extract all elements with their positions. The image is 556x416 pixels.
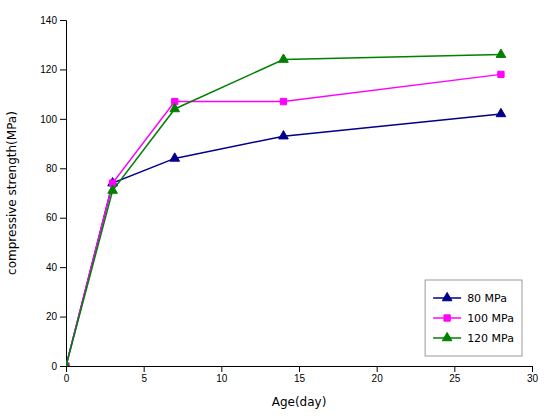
y-axis-tick-label: 80 (46, 163, 58, 174)
legend-item: 120 MPa (433, 332, 514, 345)
y-axis-tick: 120 (40, 64, 66, 75)
y-axis: 0 20 40 60 80 100 120 140 (40, 15, 66, 372)
x-axis-tick-mark (532, 366, 533, 372)
y-axis-tick-mark (60, 20, 66, 21)
legend-label: 80 MPa (467, 292, 507, 305)
x-axis-tick: 5 (141, 366, 147, 384)
x-axis-tick-mark (221, 366, 222, 372)
y-axis-tick-label: 40 (46, 262, 58, 273)
point-marker (66, 360, 71, 366)
x-axis-tick: 20 (372, 366, 384, 384)
y-axis-tick-mark (60, 69, 66, 70)
x-axis-tick: 30 (527, 366, 539, 384)
y-axis-tick-label: 20 (46, 311, 58, 322)
legend-item: 100 MPa (433, 312, 514, 325)
y-axis-tick-label: 120 (40, 64, 57, 75)
point-marker (496, 49, 506, 57)
y-axis-tick: 100 (40, 114, 66, 125)
x-axis-tick: 0 (64, 366, 70, 384)
legend-label: 120 MPa (467, 332, 514, 345)
y-axis-tick-mark (60, 119, 66, 120)
x-axis-tick: 25 (449, 366, 461, 384)
y-axis-tick: 80 (46, 163, 66, 174)
y-axis-line (60, 21, 67, 367)
legend: 80 MPa 100 MPa 120 MPa (425, 280, 522, 356)
y-axis-tick-mark (60, 168, 66, 169)
legend-label: 100 MPa (467, 312, 514, 325)
y-axis-tick-label: 60 (46, 212, 58, 223)
x-axis-tick-label: 15 (294, 373, 306, 384)
x-axis-tick-mark (144, 366, 145, 372)
y-axis-tick: 140 (40, 15, 66, 26)
y-axis-tick: 0 (51, 361, 66, 372)
x-axis-tick-label: 10 (216, 373, 228, 384)
x-axis-tick-label: 25 (449, 373, 461, 384)
y-axis-tick: 60 (46, 212, 66, 223)
x-axis-tick-mark (454, 366, 455, 372)
chart: 0 5 10 15 20 25 30 0 20 40 60 80 100 120 140 80 MPa 100 … (0, 0, 556, 416)
data-marks (66, 49, 506, 366)
y-axis-tick-label: 140 (40, 15, 57, 26)
y-axis-tick-mark (60, 317, 66, 318)
point-marker (66, 360, 71, 366)
x-axis-tick-label: 20 (372, 373, 384, 384)
y-axis-tick-mark (60, 366, 66, 367)
y-axis-tick: 40 (46, 262, 66, 273)
x-axis-tick-label: 30 (527, 373, 539, 384)
x-axis-tick-label: 5 (141, 373, 147, 384)
legend-marker (442, 292, 452, 300)
legend-item: 80 MPa (433, 292, 507, 305)
y-axis-tick-label: 100 (40, 114, 57, 125)
x-axis-tick-mark (377, 366, 378, 372)
x-axis-tick-label: 0 (64, 373, 70, 384)
x-axis-title: Age(day) (272, 395, 327, 409)
point-marker (279, 54, 289, 62)
x-axis: 0 5 10 15 20 25 30 (64, 366, 539, 384)
point-marker (279, 131, 289, 139)
legend-box (425, 280, 522, 356)
point-marker (496, 108, 506, 116)
y-axis-title: compressive strength(MPa) (5, 111, 19, 275)
legend-marker (442, 332, 452, 340)
x-axis-tick-mark (299, 366, 300, 372)
point-marker (170, 103, 180, 111)
y-axis-tick: 20 (46, 311, 66, 322)
x-axis-tick: 10 (216, 366, 228, 384)
legend-marker (444, 315, 450, 321)
y-axis-tick-mark (60, 218, 66, 219)
point-marker (280, 98, 286, 104)
x-axis-tick: 15 (294, 366, 306, 384)
plot: 0 5 10 15 20 25 30 0 20 40 60 80 100 120 140 80 MPa 100 … (40, 15, 538, 384)
point-marker (498, 71, 504, 77)
x-axis-line (67, 367, 533, 373)
point-marker (170, 153, 180, 161)
y-axis-tick-label: 0 (51, 361, 57, 372)
point-marker (108, 185, 118, 193)
y-axis-tick-mark (60, 267, 66, 268)
